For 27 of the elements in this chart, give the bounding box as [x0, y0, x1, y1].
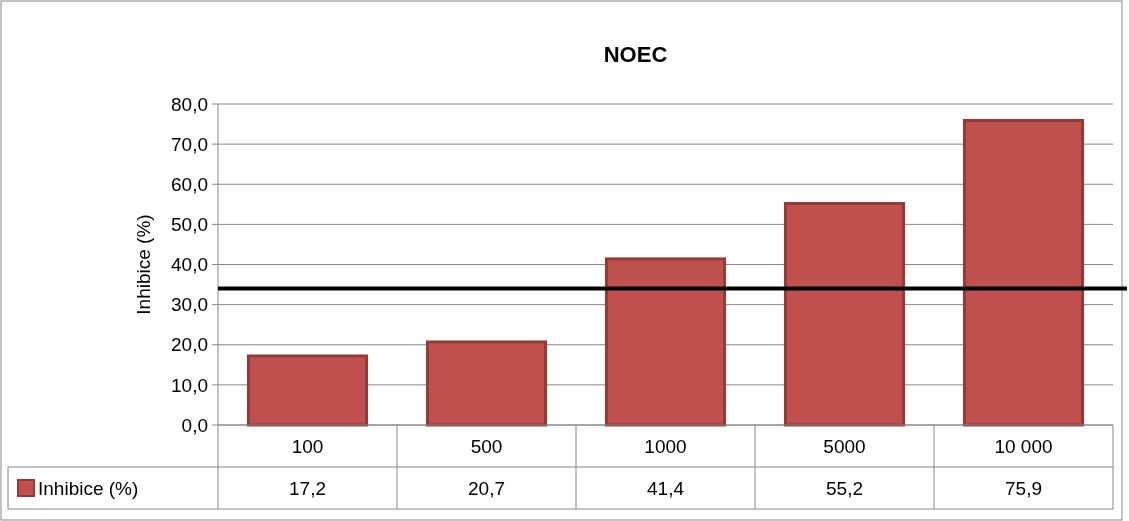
x-tick-label: 500	[470, 435, 503, 457]
chart-title: NOEC	[603, 42, 668, 67]
bar	[246, 354, 369, 427]
legend-label: Inhibice (%)	[38, 477, 139, 499]
y-tick-label: 70,0	[171, 133, 208, 155]
bar	[604, 257, 727, 427]
x-tick-label: 100	[291, 435, 324, 457]
y-tick-label: 50,0	[171, 214, 208, 236]
y-tick-label: 40,0	[171, 254, 208, 276]
bar	[962, 118, 1085, 427]
x-tick-label: 10 000	[994, 435, 1053, 457]
data-label: 55,2	[826, 477, 863, 499]
y-axis-title: Inhibice (%)	[133, 214, 154, 315]
data-label: 20,7	[468, 477, 505, 499]
y-tick-label: 0,0	[181, 414, 208, 436]
data-label: 75,9	[1005, 477, 1042, 499]
data-label: 41,4	[647, 477, 685, 499]
y-tick-label: 20,0	[171, 334, 208, 356]
y-tick-label: 30,0	[171, 294, 208, 316]
x-tick-label: 1000	[644, 435, 687, 457]
y-tick-label: 80,0	[171, 93, 208, 115]
bar	[783, 202, 906, 427]
bar	[425, 340, 548, 427]
y-tick-label: 10,0	[171, 374, 208, 396]
data-label: 17,2	[289, 477, 326, 499]
x-tick-label: 5000	[823, 435, 866, 457]
y-tick-label: 60,0	[171, 173, 208, 195]
